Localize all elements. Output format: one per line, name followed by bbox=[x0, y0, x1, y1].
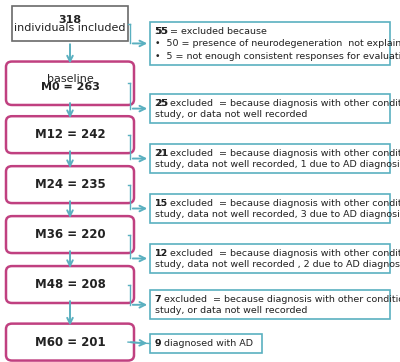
Text: 9: 9 bbox=[155, 340, 162, 348]
FancyBboxPatch shape bbox=[6, 116, 134, 153]
Text: M12 = 242: M12 = 242 bbox=[35, 128, 105, 141]
FancyBboxPatch shape bbox=[12, 6, 128, 41]
Text: 12 excluded  = because diagnosis with other conditions, quit: 12 excluded = because diagnosis with oth… bbox=[155, 249, 400, 258]
FancyBboxPatch shape bbox=[6, 324, 134, 361]
FancyBboxPatch shape bbox=[6, 216, 134, 253]
Text: 21: 21 bbox=[155, 149, 168, 158]
Text: 12: 12 bbox=[155, 249, 168, 258]
FancyBboxPatch shape bbox=[150, 194, 390, 223]
Text: 25: 25 bbox=[155, 99, 168, 108]
Text: 21 excluded  = because diagnosis with other conditions, quit: 21 excluded = because diagnosis with oth… bbox=[155, 149, 400, 158]
Text: 7: 7 bbox=[155, 295, 162, 304]
Text: M24 = 235: M24 = 235 bbox=[35, 178, 105, 191]
Text: study, or data not well recorded: study, or data not well recorded bbox=[155, 306, 307, 315]
Text: 15 excluded  = because diagnosis with other conditions, quit: 15 excluded = because diagnosis with oth… bbox=[155, 199, 400, 208]
Text: 9 diagnosed with AD: 9 diagnosed with AD bbox=[155, 340, 253, 348]
Text: 318: 318 bbox=[58, 14, 82, 25]
Text: M48 = 208: M48 = 208 bbox=[34, 278, 106, 291]
Text: study, data not well recorded , 2 due to AD diagnosis: study, data not well recorded , 2 due to… bbox=[155, 260, 400, 269]
FancyBboxPatch shape bbox=[6, 62, 134, 105]
Text: 7 excluded  = because diagnosis with other conditions, quit: 7 excluded = because diagnosis with othe… bbox=[155, 295, 400, 304]
Text: 55 = excluded because: 55 = excluded because bbox=[155, 27, 267, 36]
Text: study, data not well recorded, 1 due to AD diagnosis: study, data not well recorded, 1 due to … bbox=[155, 160, 400, 169]
Text: M36 = 220: M36 = 220 bbox=[35, 228, 105, 241]
Text: baseline: baseline bbox=[47, 74, 93, 84]
Text: 15: 15 bbox=[155, 199, 168, 208]
Text: study, or data not well recorded: study, or data not well recorded bbox=[155, 110, 307, 119]
FancyBboxPatch shape bbox=[150, 334, 262, 353]
FancyBboxPatch shape bbox=[6, 266, 134, 303]
Text: M60 = 201: M60 = 201 bbox=[35, 336, 105, 349]
FancyBboxPatch shape bbox=[6, 166, 134, 203]
Text: M0 = 263: M0 = 263 bbox=[40, 82, 100, 92]
FancyBboxPatch shape bbox=[150, 94, 390, 123]
FancyBboxPatch shape bbox=[150, 244, 390, 273]
Text: •  50 = presence of neurodegeneration  not explained by AD: • 50 = presence of neurodegeneration not… bbox=[155, 39, 400, 48]
FancyBboxPatch shape bbox=[150, 22, 390, 65]
Text: individuals included: individuals included bbox=[14, 22, 126, 33]
Text: study, data not well recorded, 3 due to AD diagnosis: study, data not well recorded, 3 due to … bbox=[155, 210, 400, 219]
Text: 25 excluded  = because diagnosis with other conditions, quit: 25 excluded = because diagnosis with oth… bbox=[155, 99, 400, 108]
Text: •  5 = not enough consistent responses for evaluation: • 5 = not enough consistent responses fo… bbox=[155, 52, 400, 60]
FancyBboxPatch shape bbox=[150, 290, 390, 319]
Text: 55: 55 bbox=[155, 27, 168, 36]
FancyBboxPatch shape bbox=[150, 144, 390, 173]
